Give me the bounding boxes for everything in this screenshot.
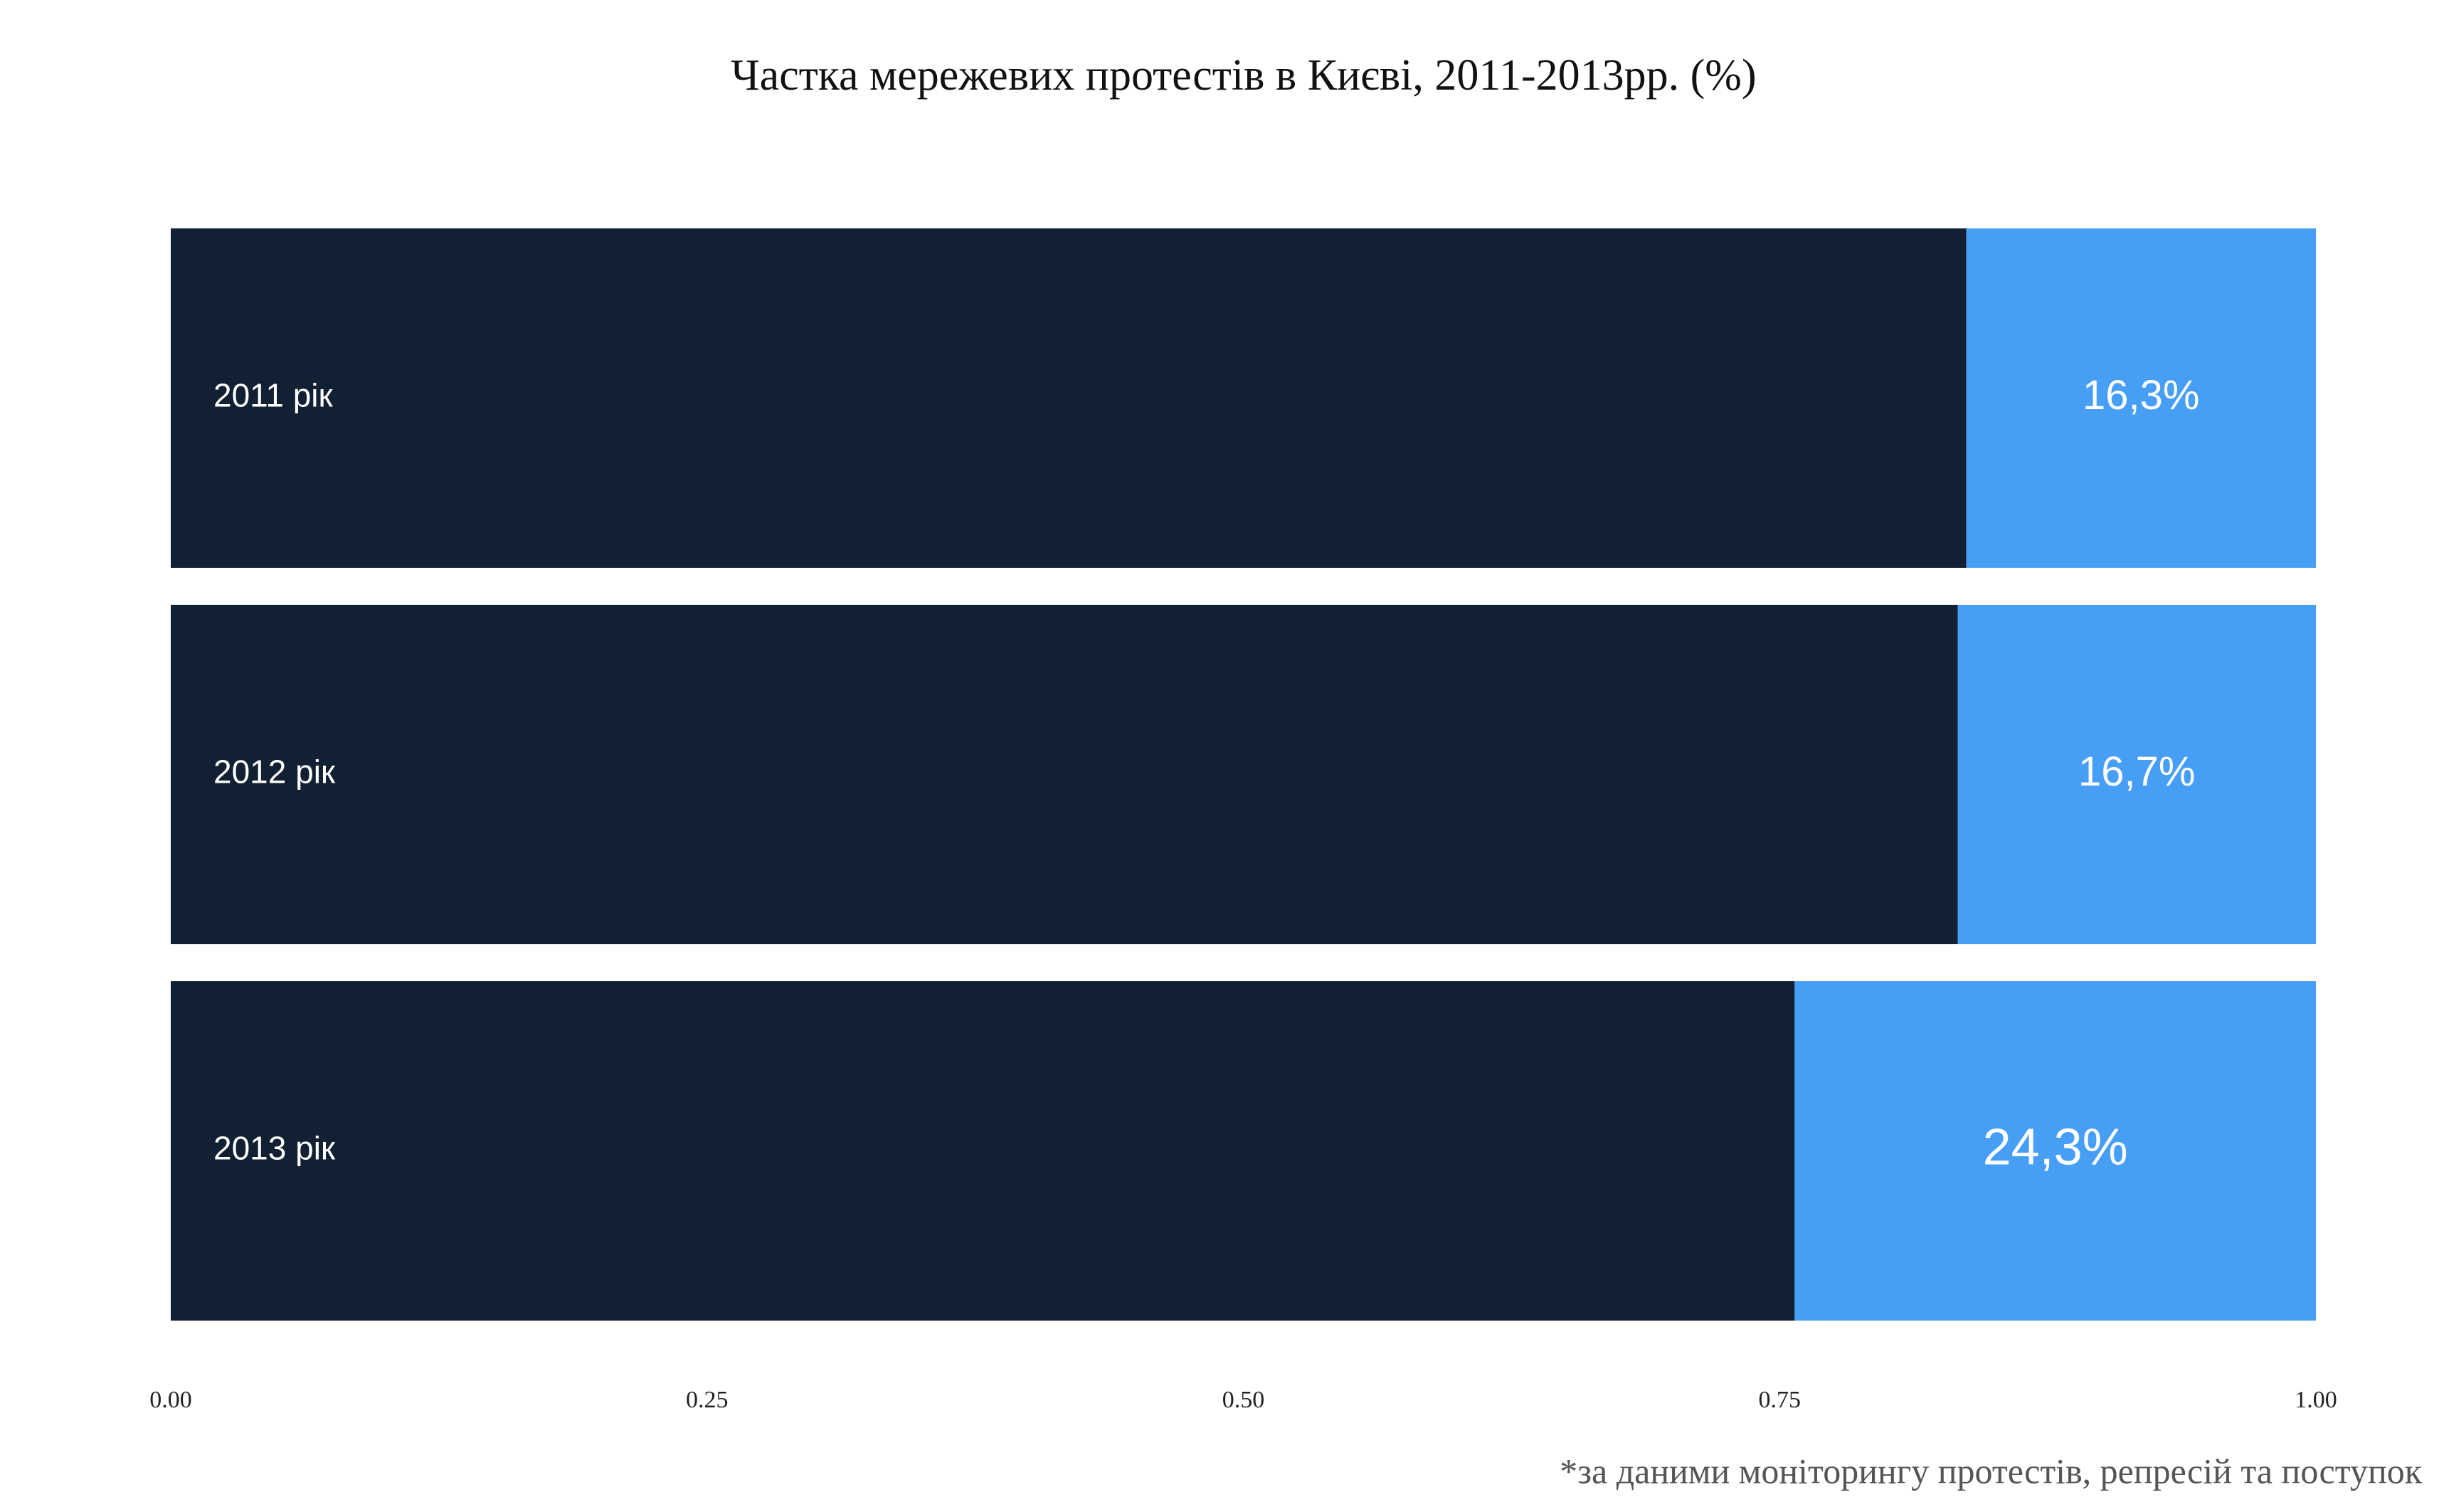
value-label: 24,3% <box>1983 1119 2128 1176</box>
category-label: 2013 рік <box>213 1130 336 1167</box>
footnote: *за даними моніторингу протестів, репрес… <box>1560 1451 2422 1491</box>
chart-title: Частка мережевих протестів в Києві, 2011… <box>731 51 1756 100</box>
bar-segment <box>1794 981 2316 1321</box>
category-label: 2012 рік <box>213 754 336 791</box>
bar-segment <box>171 605 1958 944</box>
x-tick-label: 0.00 <box>149 1387 192 1413</box>
bar-segment <box>171 228 1967 568</box>
category-label: 2011 рік <box>213 377 334 414</box>
value-label: 16,7% <box>2078 749 2195 795</box>
bar-segment <box>171 981 1795 1321</box>
x-tick-label: 1.00 <box>2295 1387 2337 1413</box>
x-tick-label: 0.25 <box>686 1387 729 1413</box>
bar-segment <box>1957 605 2316 944</box>
bar-segment <box>1966 228 2316 568</box>
x-tick-label: 0.50 <box>1222 1387 1265 1413</box>
x-tick-label: 0.75 <box>1759 1387 1802 1413</box>
value-label: 16,3% <box>2083 372 2199 418</box>
